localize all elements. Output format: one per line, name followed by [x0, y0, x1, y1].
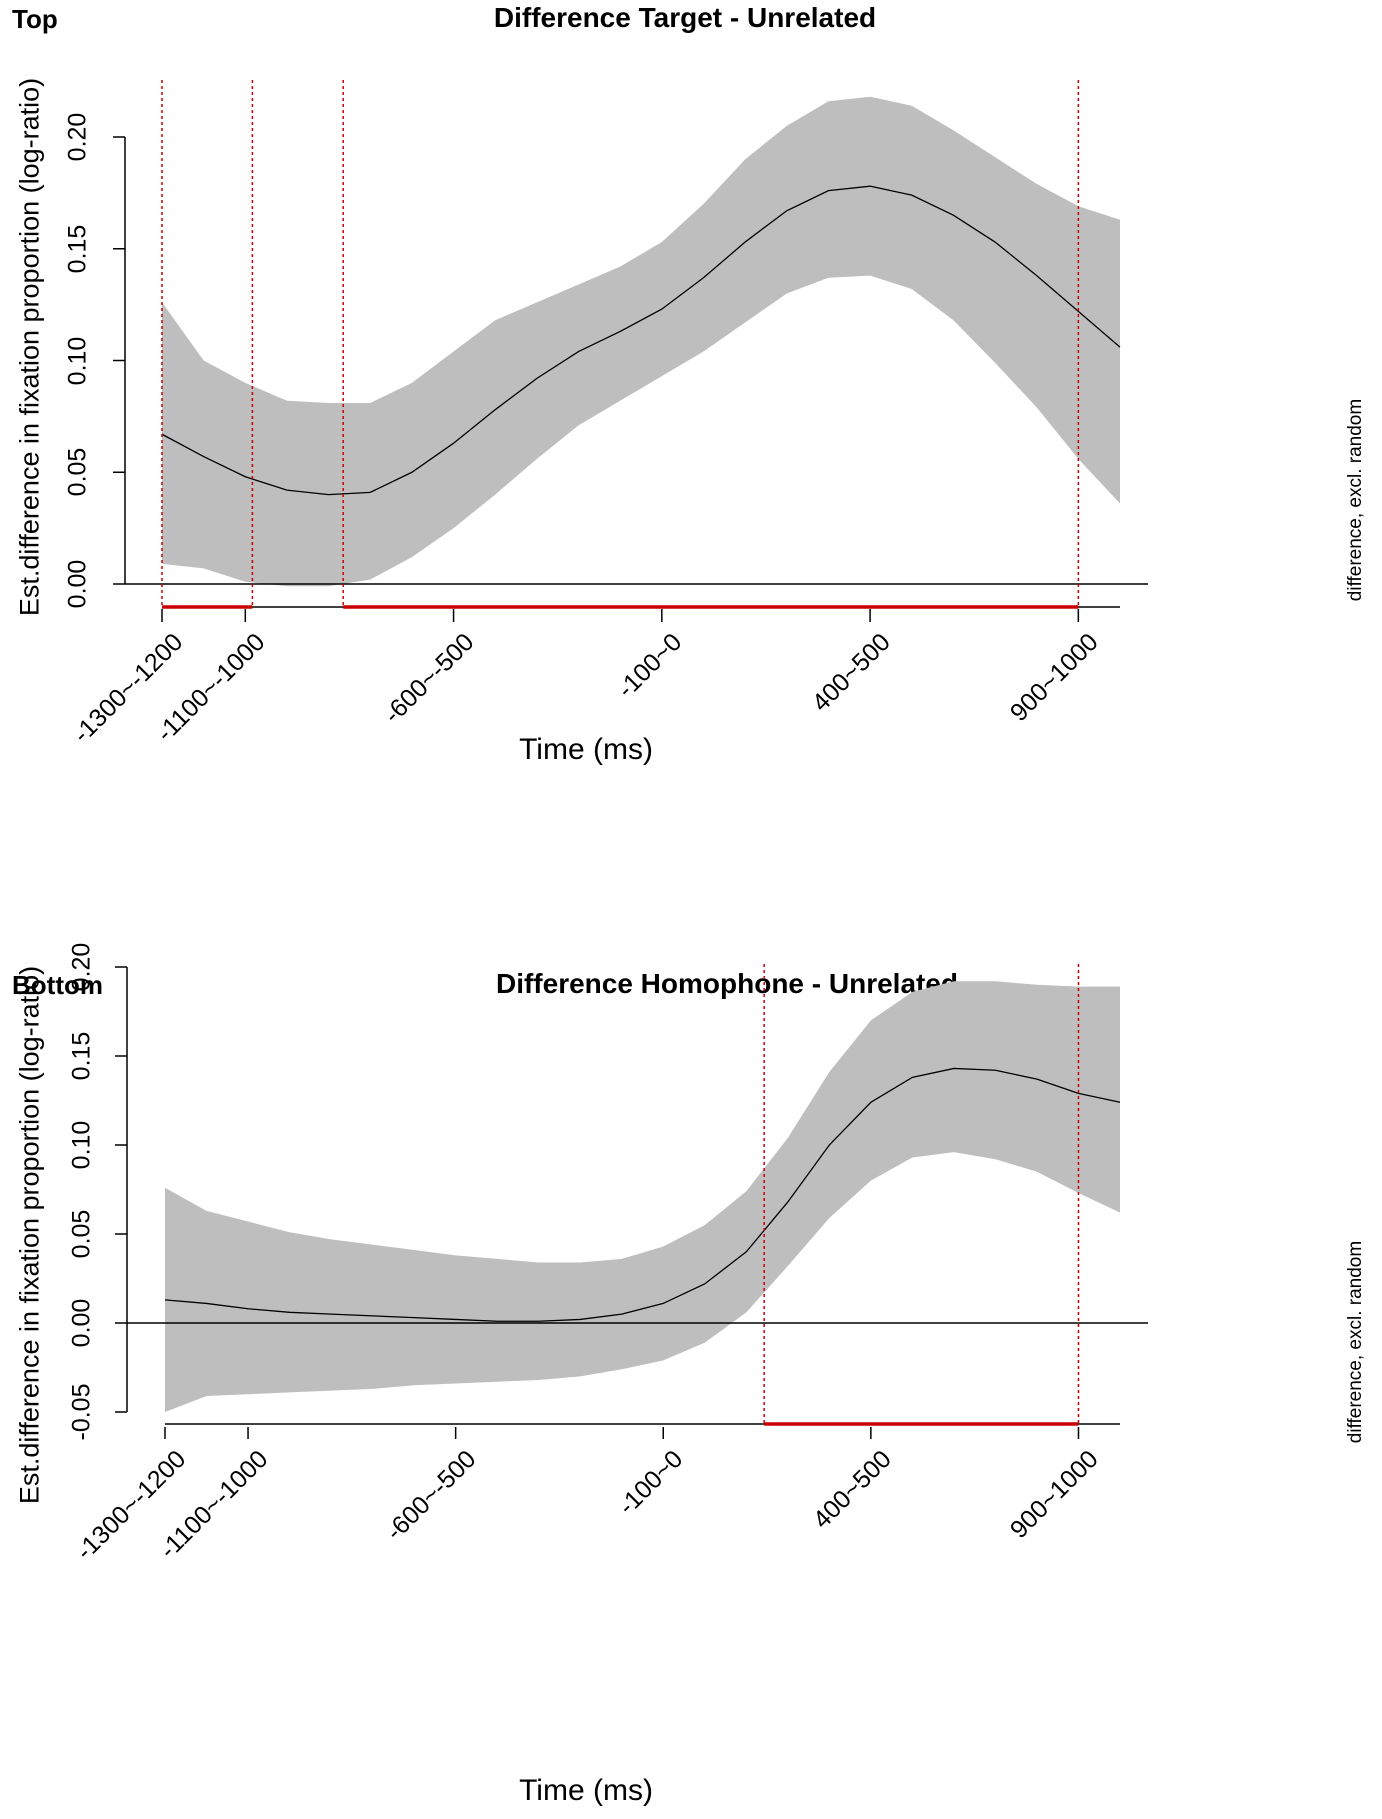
x-axis-label: Time (ms) [519, 733, 653, 766]
chart-plot [113, 80, 1148, 622]
estimate-line [164, 1067, 1121, 1322]
side-label: difference, excl. random [1345, 1240, 1366, 1444]
y-tick-label: -0.05 [67, 1383, 96, 1441]
y-axis-label: Est.difference in fixation proportion (l… [14, 77, 45, 617]
estimate-line [161, 185, 1121, 496]
top-panel: Top Difference Target - Unrelated Time (… [0, 0, 1382, 900]
x-axis-label: Time (ms) [519, 1774, 653, 1807]
side-label: difference, excl. random [1345, 398, 1366, 602]
y-tick-label: 0.10 [63, 336, 92, 385]
panel-label: Bottom [12, 970, 103, 1000]
panel-label: Top [12, 4, 58, 34]
y-tick-label: 0.20 [67, 942, 96, 992]
y-axis-label: Est.difference in fixation proportion (l… [14, 965, 45, 1505]
y-tick-label: 0.10 [67, 1120, 96, 1170]
chart-title: Difference Homophone - Unrelated [495, 968, 959, 999]
chart-plot [115, 964, 1148, 1439]
y-tick-label: 0.05 [67, 1209, 96, 1259]
bottom-panel: Bottom Difference Homophone - Unrelated … [0, 943, 1382, 1819]
y-tick-label: 0.20 [63, 112, 92, 162]
confidence-band [165, 981, 1120, 1412]
y-tick-label: 0.00 [63, 559, 92, 609]
chart-title: Difference Target - Unrelated [493, 2, 877, 33]
y-tick-label: 0.15 [63, 224, 92, 274]
y-tick-label: 0.15 [67, 1031, 96, 1081]
y-tick-label: 0.05 [63, 447, 92, 497]
confidence-band [162, 96, 1120, 587]
y-tick-label: 0.00 [67, 1298, 96, 1348]
